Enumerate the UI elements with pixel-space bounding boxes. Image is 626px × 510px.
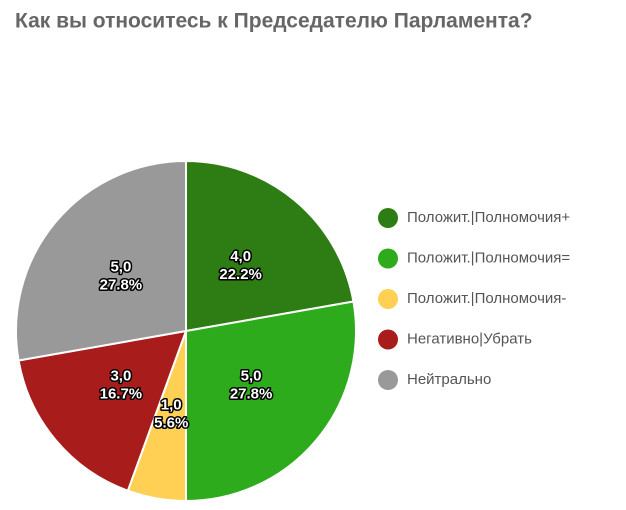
legend-label: Положит.|Полномочия+ [407, 209, 570, 226]
percentage-label: 22.2% [219, 266, 262, 283]
value-label: 5,0 [110, 258, 131, 275]
legend-marker [378, 329, 398, 350]
chart-title: Как вы относитесь к Председателю Парламе… [15, 10, 533, 33]
legend-label: Негативно|Убрать [407, 330, 532, 347]
legend-label: Нейтрально [407, 371, 491, 388]
pie-slice [15, 159, 187, 362]
legend-marker [378, 248, 398, 269]
percentage-label: 5.6% [154, 415, 188, 432]
pie-slice [185, 159, 355, 333]
legend-marker [378, 370, 398, 390]
legend-marker [378, 289, 398, 309]
pie-slice [185, 300, 357, 503]
legend-marker [378, 208, 398, 228]
value-label: 3,0 [110, 368, 131, 385]
percentage-label: 27.8% [230, 386, 273, 403]
legend-label: Положит.|Полномочия= [407, 249, 570, 266]
legend-label: Положит.|Полномочия- [407, 290, 566, 307]
pie-slice [17, 329, 188, 493]
percentage-label: 16.7% [100, 386, 143, 403]
value-label: 4,0 [230, 248, 251, 265]
value-label: 5,0 [241, 368, 262, 385]
value-label: 1,0 [161, 397, 182, 414]
percentage-label: 27.8% [100, 276, 143, 293]
